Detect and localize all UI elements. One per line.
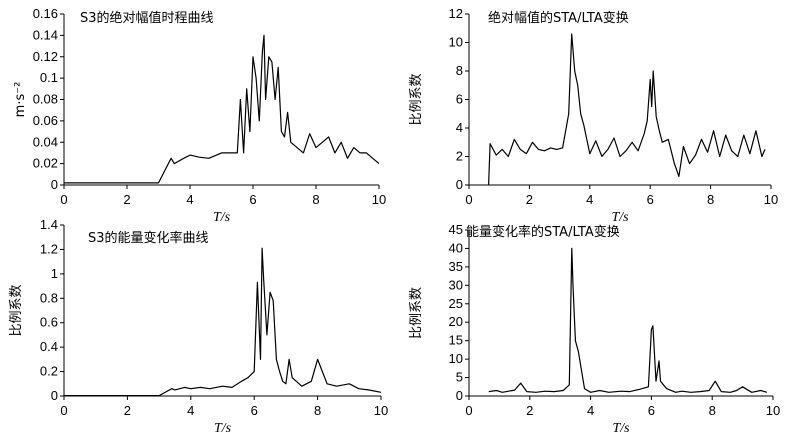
x-axis-label: T/s xyxy=(612,421,630,432)
x-tick-label: 8 xyxy=(312,192,319,207)
y-tick-label: 1.2 xyxy=(40,241,58,256)
y-tick-label: 8 xyxy=(456,63,463,78)
x-tick-label: 10 xyxy=(374,403,388,418)
x-tick-label: 6 xyxy=(647,192,654,207)
y-tick-label: 4 xyxy=(456,120,463,135)
y-tick-label: 0.12 xyxy=(33,49,58,64)
x-tick-label: 4 xyxy=(586,192,593,207)
y-tick-label: 10 xyxy=(449,351,463,366)
y-tick-label: 40 xyxy=(449,240,463,255)
x-tick-label: 4 xyxy=(587,403,594,418)
chart-title: S3的绝对幅值时程曲线 xyxy=(80,10,214,26)
chart-title: 绝对幅值的STA/LTA变换 xyxy=(488,10,629,26)
y-tick-label: 45 xyxy=(449,222,463,237)
chart-panel-2: 0 2 4 6 8 10 12 0 2 4 6 8 10 绝对幅值的STA/LTA变换 T/s 比例系数 xyxy=(409,6,778,225)
series-line-1 xyxy=(64,247,382,397)
y-tick-label: 0.4 xyxy=(40,339,58,354)
y-axis-label: 比例系数 xyxy=(9,284,24,336)
x-axis-label: T/s xyxy=(611,210,629,225)
x-tick-label: 0 xyxy=(60,192,67,207)
y-tick-label: 0 xyxy=(456,177,463,192)
y-tick-label: 20 xyxy=(449,314,463,329)
y-axis-label: 比例系数 xyxy=(409,73,424,125)
chart-panel-1: 0 0.02 0.04 0.06 0.08 0.1 0.12 0.14 0.16 0 2 4 6 8 10 S… xyxy=(13,6,386,225)
y-tick-label: 0.6 xyxy=(40,315,58,330)
x-tick-label: 0 xyxy=(465,403,472,418)
y-tick-label: 5 xyxy=(456,370,463,385)
series-line-1 xyxy=(488,33,766,186)
y-tick-label: 0 xyxy=(456,388,463,403)
x-axis-label: T/s xyxy=(213,210,231,225)
y-tick-label: 2 xyxy=(456,149,463,164)
x-tick-label: 0 xyxy=(60,403,67,418)
series-line-1 xyxy=(488,247,768,393)
x-tick-label: 8 xyxy=(707,192,714,207)
chart-panel-3: 0 0.2 0.4 0.6 0.8 1 1.2 1.4 0 2 4 6 8 10 S3的能量变化率曲线 T/s… xyxy=(9,217,388,432)
x-tick-label: 2 xyxy=(123,192,130,207)
chart-title: S3的能量变化率曲线 xyxy=(88,230,209,246)
x-tick-label: 2 xyxy=(526,403,533,418)
y-tick-label: 0.2 xyxy=(40,364,58,379)
y-tick-label: 0.14 xyxy=(33,27,58,42)
y-tick-label: 10 xyxy=(449,35,463,50)
y-tick-label: 1.4 xyxy=(40,217,58,232)
y-tick-label: 0.16 xyxy=(33,6,58,21)
x-tick-label: 0 xyxy=(465,192,472,207)
x-tick-label: 10 xyxy=(372,192,386,207)
y-tick-label: 0.08 xyxy=(33,92,58,107)
x-axis-label: T/s xyxy=(214,421,232,432)
x-tick-label: 10 xyxy=(766,403,780,418)
y-tick-label: 0.02 xyxy=(33,156,58,171)
x-tick-label: 2 xyxy=(124,403,131,418)
y-tick-label: 12 xyxy=(449,6,463,21)
y-axis-label: m·s⁻² xyxy=(13,82,28,118)
y-tick-label: 0 xyxy=(51,388,58,403)
x-tick-label: 6 xyxy=(648,403,655,418)
x-tick-label: 4 xyxy=(186,192,193,207)
x-tick-label: 8 xyxy=(709,403,716,418)
y-tick-label: 25 xyxy=(449,296,463,311)
y-tick-label: 1 xyxy=(51,266,58,281)
series-line-1 xyxy=(64,34,380,184)
y-tick-label: 0 xyxy=(51,177,58,192)
x-tick-label: 10 xyxy=(764,192,778,207)
y-tick-label: 0.06 xyxy=(33,113,58,128)
y-tick-label: 15 xyxy=(449,333,463,348)
x-tick-label: 8 xyxy=(314,403,321,418)
x-tick-label: 6 xyxy=(249,192,256,207)
chart-title: 能量变化率的STA/LTA变换 xyxy=(466,224,620,240)
x-tick-label: 6 xyxy=(251,403,258,418)
y-tick-label: 6 xyxy=(456,92,463,107)
y-tick-label: 0.1 xyxy=(40,70,58,85)
y-axis-label: 比例系数 xyxy=(409,287,424,339)
y-tick-label: 30 xyxy=(449,277,463,292)
y-tick-label: 0.04 xyxy=(33,134,58,149)
chart-panel-4: 0 5 10 15 20 25 30 35 40 45 0 2 4 6 8 10 能量变化率的STA/LTA变换… xyxy=(409,222,780,432)
x-tick-label: 2 xyxy=(526,192,533,207)
x-tick-label: 4 xyxy=(187,403,194,418)
y-tick-label: 35 xyxy=(449,259,463,274)
y-tick-label: 0.8 xyxy=(40,290,58,305)
